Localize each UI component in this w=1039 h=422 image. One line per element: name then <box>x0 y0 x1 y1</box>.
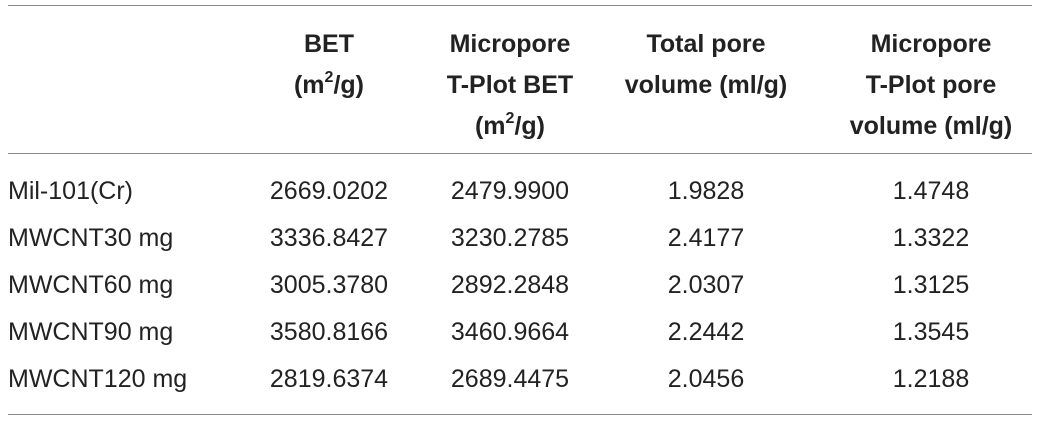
header-micropore-pore-volume-line2: T-Plot pore <box>865 71 997 99</box>
table-bottom-rule <box>8 414 1032 415</box>
cell-total-pore-volume: 2.4177 <box>667 224 745 252</box>
header-micropore-pore-volume-line1: Micropore <box>870 30 992 58</box>
cell-micropore-bet: 2689.4475 <box>450 365 570 393</box>
cell-sample: MWCNT120 mg <box>8 365 188 393</box>
table-row: MWCNT90 mg 3580.8166 3460.9664 2.2442 1.… <box>0 309 1039 356</box>
table-row: MWCNT30 mg 3336.8427 3230.2785 2.4177 1.… <box>0 215 1039 262</box>
cell-sample: Mil-101(Cr) <box>8 177 133 205</box>
header-micropore-bet-line2: T-Plot BET <box>446 71 574 99</box>
cell-total-pore-volume: 2.2442 <box>667 318 745 346</box>
cell-micropore-bet: 3230.2785 <box>450 224 570 252</box>
header-total-pore-volume: Total pore volume (ml/g) <box>614 24 798 106</box>
cell-sample: MWCNT60 mg <box>8 271 174 299</box>
cell-bet: 2669.0202 <box>269 177 389 205</box>
cell-micropore-bet: 2892.2848 <box>450 271 570 299</box>
table-row: MWCNT60 mg 3005.3780 2892.2848 2.0307 1.… <box>0 262 1039 309</box>
cell-micropore-pore-volume: 1.4748 <box>892 177 970 205</box>
header-micropore-pore-volume-line3: volume (ml/g) <box>849 112 1013 140</box>
cell-bet: 3336.8427 <box>269 224 389 252</box>
header-divider-rule <box>8 153 1032 154</box>
header-micropore-bet-unit: (m2/g) <box>474 110 545 140</box>
table-row: MWCNT120 mg 2819.6374 2689.4475 2.0456 1… <box>0 356 1039 403</box>
table-row: Mil-101(Cr) 2669.0202 2479.9900 1.9828 1… <box>0 168 1039 215</box>
header-bet-unit: (m2/g) <box>293 69 364 99</box>
cell-total-pore-volume: 1.9828 <box>667 177 745 205</box>
cell-micropore-pore-volume: 1.3545 <box>892 318 970 346</box>
header-total-pore-volume-line2: volume (ml/g) <box>624 71 788 99</box>
cell-sample: MWCNT30 mg <box>8 224 174 252</box>
cell-total-pore-volume: 2.0307 <box>667 271 745 299</box>
header-micropore-bet: Micropore T-Plot BET (m2/g) <box>430 24 590 150</box>
header-micropore-pore-volume: Micropore T-Plot pore volume (ml/g) <box>834 24 1028 147</box>
cell-bet: 2819.6374 <box>269 365 389 393</box>
header-micropore-bet-line1: Micropore <box>449 30 571 58</box>
cell-bet: 3005.3780 <box>269 271 389 299</box>
cell-sample: MWCNT90 mg <box>8 318 174 346</box>
cell-micropore-pore-volume: 1.3125 <box>892 271 970 299</box>
cell-micropore-bet: 2479.9900 <box>450 177 570 205</box>
header-bet-title: BET <box>304 30 354 58</box>
header-total-pore-volume-line1: Total pore <box>646 30 766 58</box>
cell-micropore-pore-volume: 1.2188 <box>892 365 970 393</box>
cell-total-pore-volume: 2.0456 <box>667 365 745 393</box>
cell-micropore-pore-volume: 1.3322 <box>892 224 970 252</box>
cell-bet: 3580.8166 <box>269 318 389 346</box>
header-bet: BET (m2/g) <box>254 24 404 109</box>
table-top-rule <box>8 5 1032 6</box>
cell-micropore-bet: 3460.9664 <box>450 318 570 346</box>
